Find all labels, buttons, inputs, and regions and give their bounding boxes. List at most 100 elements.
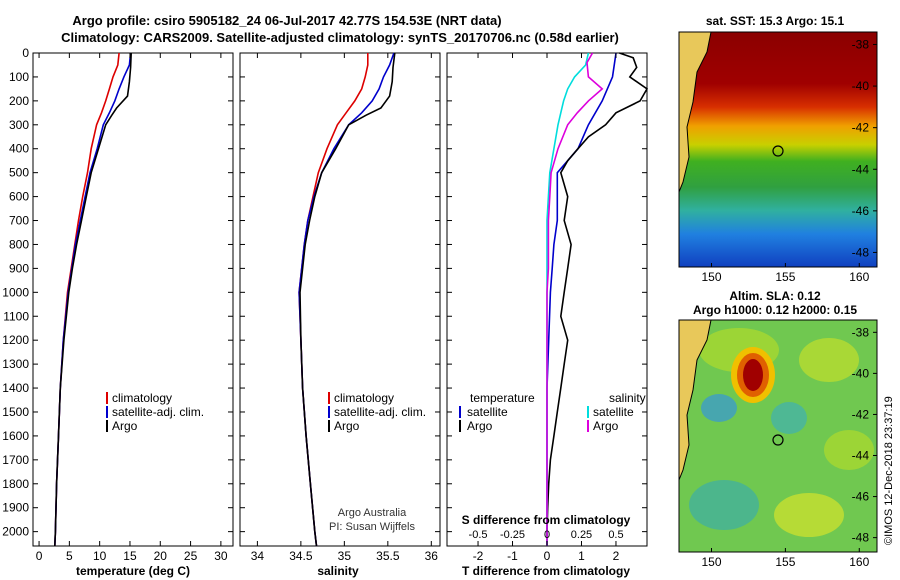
- sla-map: [679, 320, 877, 552]
- temperature-legend: climatology satellite-adj. clim. Argo: [106, 391, 204, 433]
- legend-mark-argo: [328, 420, 330, 432]
- series-line-argo: [299, 52, 396, 547]
- map-y-tick-label: -42: [852, 121, 870, 135]
- s-diff-tick-label: 0: [544, 529, 550, 541]
- x-tick-label: -1: [507, 549, 518, 563]
- sla-blob: [799, 338, 859, 382]
- depth-tick-label: 1600: [2, 429, 29, 443]
- map-y-tick-label: -38: [852, 37, 870, 51]
- salinity-panel: 34 34.5 35 35.5 36 salinity climatology sate…: [239, 52, 441, 578]
- salinity-legend: climatology satellite-adj. clim. Argo: [328, 391, 426, 433]
- coastline: [679, 320, 712, 481]
- legend-temperature-title: temperature: [470, 391, 535, 405]
- x-tick-label: 35: [338, 549, 352, 563]
- depth-tick-label: 200: [9, 94, 29, 108]
- map-y-tick-label: -44: [852, 162, 870, 176]
- depth-tick-label: 1000: [2, 285, 29, 299]
- series-line-s-argo: [546, 52, 604, 546]
- sla-blob: [701, 394, 737, 422]
- x-tick-label: 36: [425, 549, 439, 563]
- legend-s-satellite: satellite: [593, 405, 634, 419]
- map-x-tick-label: 155: [775, 555, 795, 569]
- depth-tick-label: 300: [9, 118, 29, 132]
- credit-pi: PI: Susan Wijffels: [329, 521, 415, 533]
- s-diff-tick-label: 0.25: [571, 529, 592, 541]
- x-tick-label: 30: [214, 549, 228, 563]
- imos-credit: ©IMOS 12-Dec-2018 23:37:19: [883, 396, 895, 545]
- x-tick-label: 2: [613, 549, 620, 563]
- legend-climatology: climatology: [334, 391, 394, 405]
- map-y-tick-label: -46: [852, 490, 870, 504]
- series-line-argo: [54, 52, 132, 547]
- map-y-tick-label: -48: [852, 531, 870, 545]
- x-tick-label: 35.5: [376, 549, 400, 563]
- map-y-tick-label: -46: [852, 204, 870, 218]
- depth-tick-label: 600: [9, 190, 29, 204]
- map-y-tick-label: -48: [852, 245, 870, 259]
- sst-map-title: sat. SST: 15.3 Argo: 15.1: [706, 14, 845, 28]
- x-tick-label: 15: [123, 549, 137, 563]
- map-x-tick-label: 160: [849, 270, 869, 284]
- coastline: [679, 32, 712, 193]
- sla-blob: [771, 402, 807, 434]
- sla-blob: [774, 493, 844, 537]
- depth-tick-label: 0: [22, 46, 29, 60]
- credit-argo-australia: Argo Australia: [338, 507, 407, 519]
- difference-legend: temperature satellite Argo salinity sate…: [459, 391, 646, 433]
- legend-mark-satellite: [328, 406, 330, 418]
- x-tick-label: 5: [66, 549, 73, 563]
- depth-tick-label: 1800: [2, 477, 29, 491]
- sst-map: [679, 32, 877, 267]
- argo-position-marker: [772, 145, 784, 157]
- x-tick-label: 34: [251, 549, 265, 563]
- map-x-tick-label: 160: [849, 555, 869, 569]
- legend-mark-s-argo: [587, 420, 589, 432]
- difference-panel: -2 -1 0 1 2 -0.5 -0.25 0 0.25 0.5 T difference fr…: [446, 52, 649, 578]
- landmass-shape: [679, 32, 711, 192]
- depth-tick-label: 700: [9, 214, 29, 228]
- legend-satellite: satellite-adj. clim.: [112, 405, 204, 419]
- depth-tick-label: 1300: [2, 357, 29, 371]
- map-y-tick-label: -38: [852, 325, 870, 339]
- series-line-t-argo: [546, 52, 649, 546]
- legend-mark-t-argo: [459, 420, 461, 432]
- legend-s-argo: Argo: [593, 419, 619, 433]
- sst-map-axes: 150 155 160 -38 -40 -42 -44 -46 -48: [701, 37, 877, 284]
- x-tick-label: 25: [184, 549, 198, 563]
- legend-argo: Argo: [334, 419, 360, 433]
- sla-blob: [824, 430, 874, 470]
- depth-tick-label: 1500: [2, 405, 29, 419]
- map-y-tick-label: -40: [852, 366, 870, 380]
- salinity-plot-frame: [239, 52, 441, 547]
- depth-tick-label: 2000: [2, 525, 29, 539]
- depth-tick-label: 800: [9, 237, 29, 251]
- x-tick-label: 20: [154, 549, 168, 563]
- legend-salinity-title: salinity: [609, 391, 646, 405]
- sla-map-title: Altim. SLA: 0.12: [729, 289, 821, 303]
- depth-tick-label: 400: [9, 142, 29, 156]
- legend-t-satellite: satellite: [467, 405, 508, 419]
- sst-field: [679, 32, 877, 267]
- x-tick-label: -2: [473, 549, 484, 563]
- depth-tick-label: 1100: [3, 309, 29, 323]
- legend-mark-argo: [106, 420, 108, 432]
- map-y-tick-label: -44: [852, 449, 870, 463]
- x-tick-label: 10: [93, 549, 107, 563]
- sla-blob: [689, 480, 759, 530]
- depth-tick-label: 1400: [2, 381, 29, 395]
- legend-argo: Argo: [112, 419, 138, 433]
- s-diff-tick-label: -0.5: [469, 529, 488, 541]
- s-diff-tick-label: 0.5: [608, 529, 623, 541]
- sla-map-subtitle: Argo h1000: 0.12 h2000: 0.15: [693, 303, 857, 317]
- temperature-xlabel: temperature (deg C): [76, 564, 190, 578]
- map-x-tick-label: 150: [701, 270, 721, 284]
- depth-tick-label: 1900: [2, 501, 29, 515]
- depth-tick-label: 1200: [2, 333, 29, 347]
- x-tick-label: 0: [36, 549, 43, 563]
- legend-t-argo: Argo: [467, 419, 493, 433]
- x-tick-label: 34.5: [289, 549, 313, 563]
- title-line1: Argo profile: csiro 5905182_24 06-Jul-20…: [72, 13, 501, 28]
- depth-axis: 0 100 200 300 400 500 600 700 800 900 1000 1100 1200…: [2, 46, 29, 539]
- temperature-plot-frame: [32, 52, 234, 547]
- difference-xlabel: T difference from climatology: [462, 564, 630, 578]
